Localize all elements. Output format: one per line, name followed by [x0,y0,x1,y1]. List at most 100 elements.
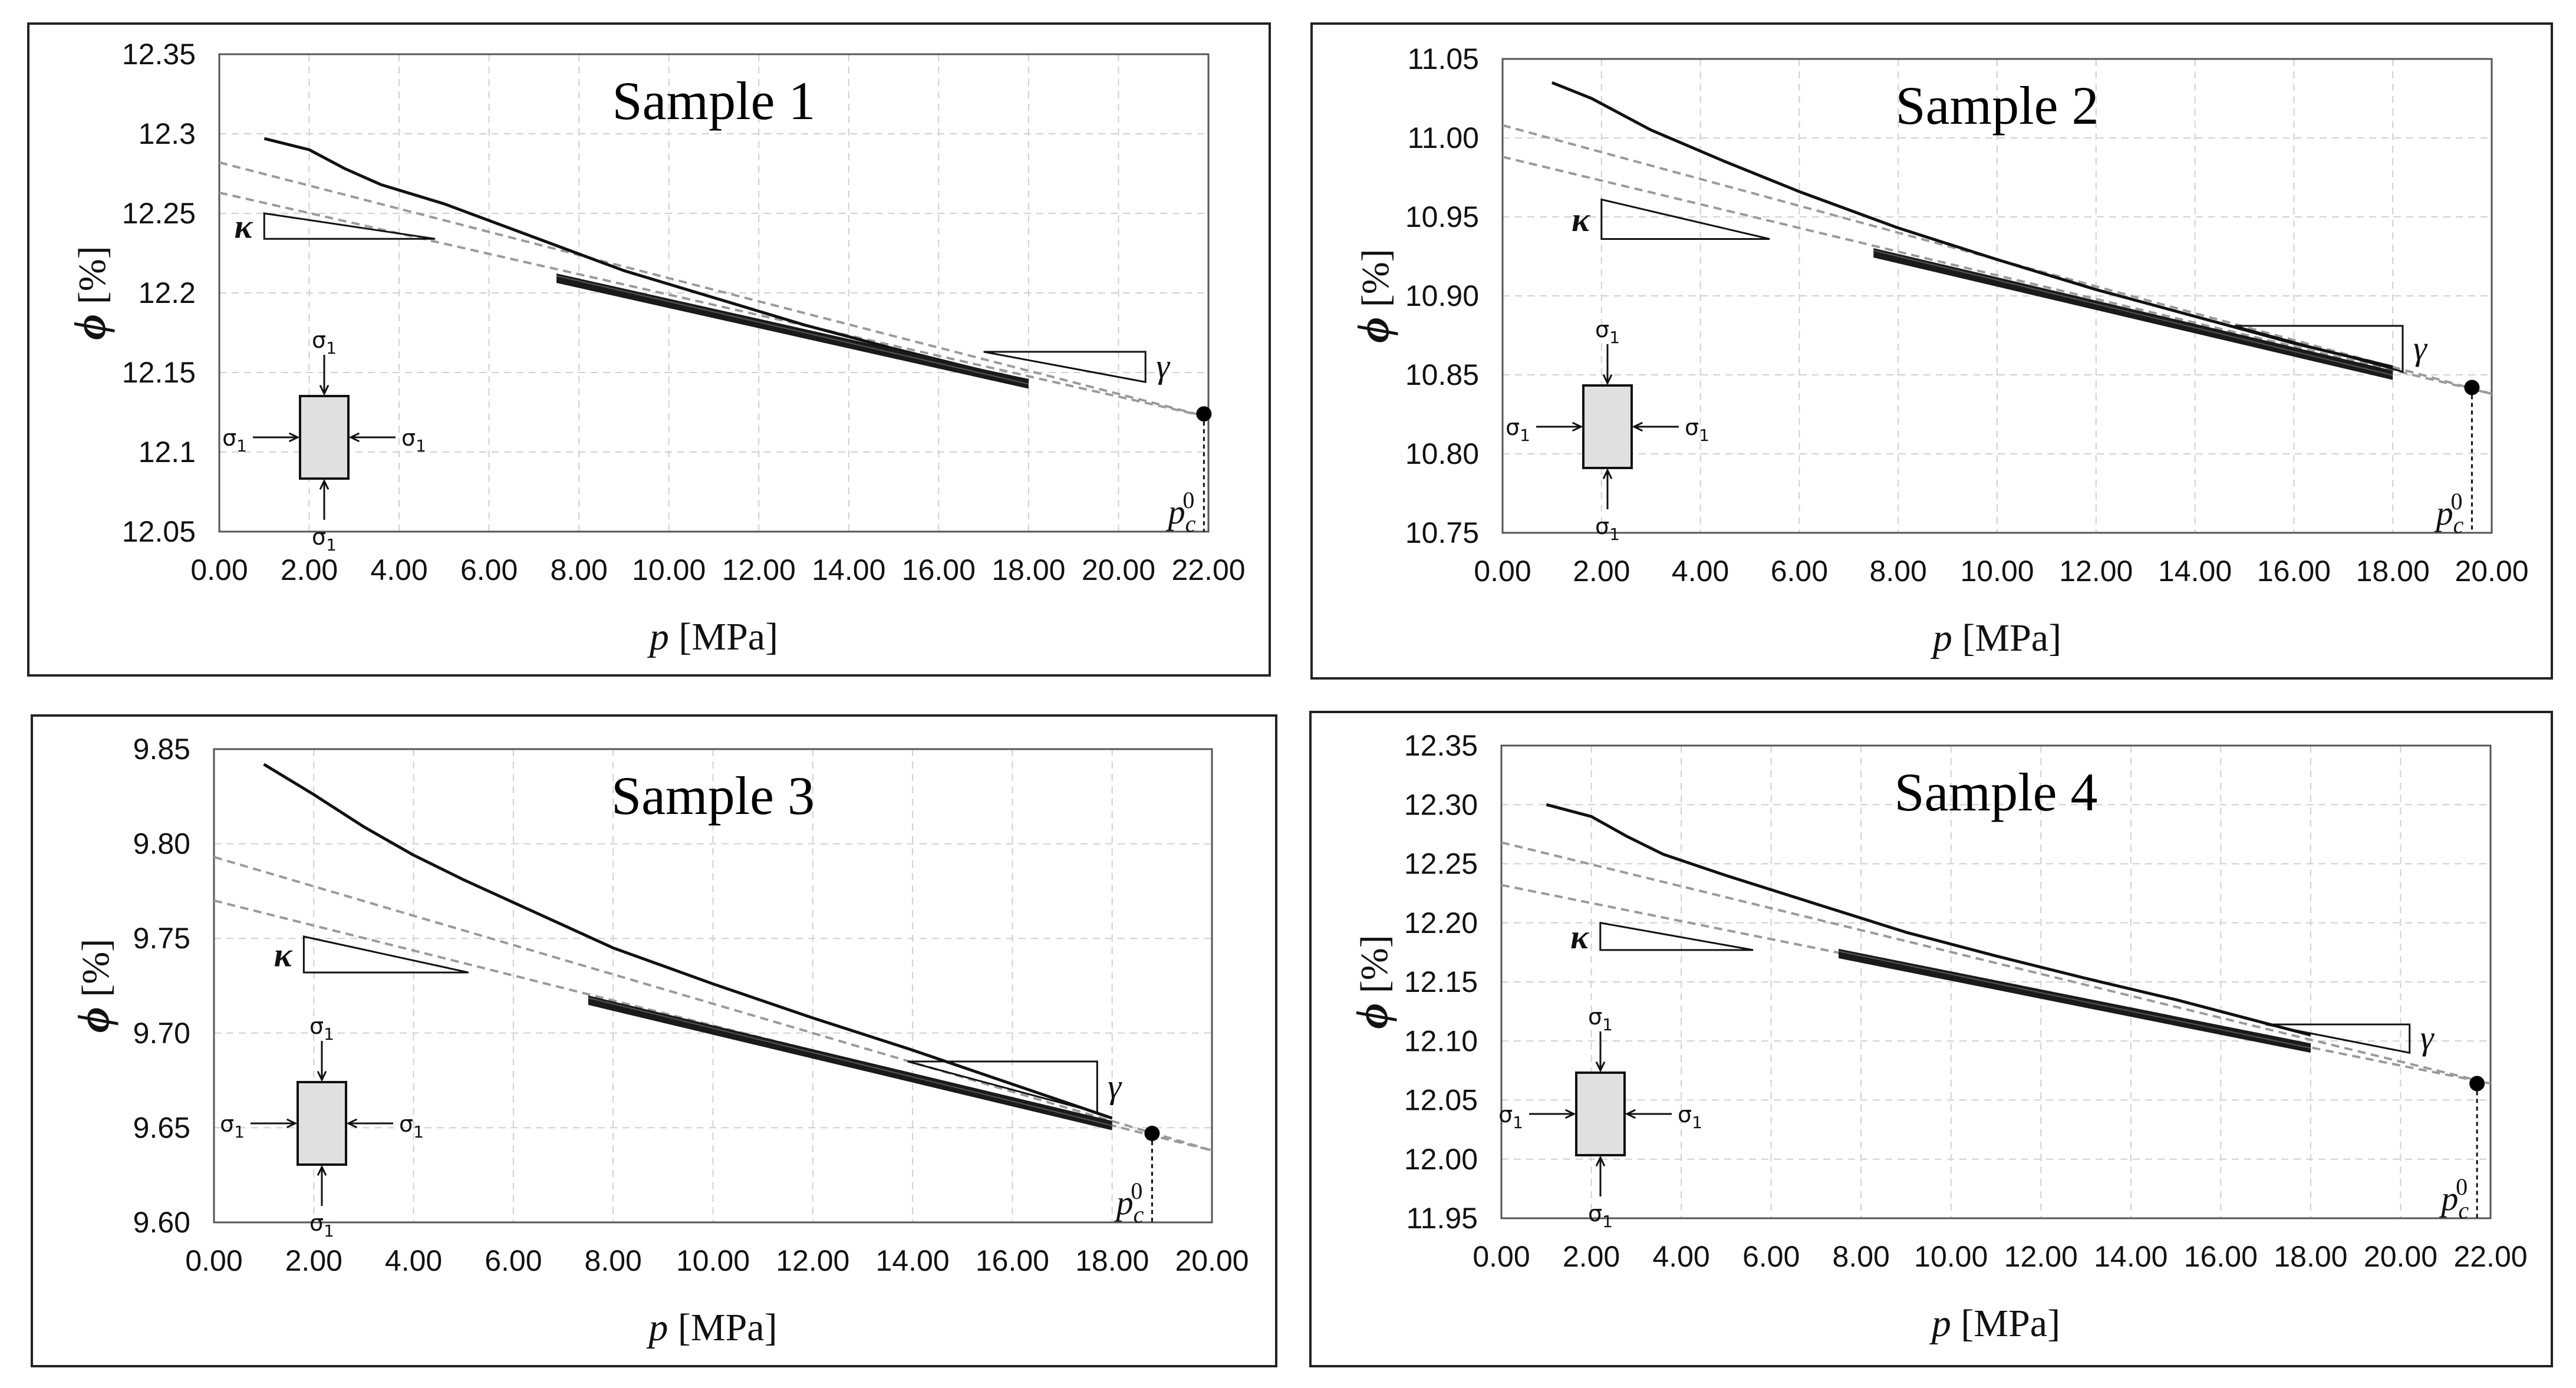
x-tick-label: 10.00 [676,1244,750,1277]
x-tick-label: 18.00 [991,553,1065,586]
y-tick-label: 9.80 [133,827,190,861]
stress-label-left-symbol: σ [222,425,236,451]
unloading-reloading-band [1838,948,2311,1053]
stress-label-left-symbol: σ [220,1111,234,1137]
stress-label-left-symbol: σ [1506,414,1520,440]
x-axis-variable: p [647,615,669,658]
y-tick-label: 9.70 [133,1017,190,1050]
unloading-band-fill [1873,248,2393,380]
plot-area-frame [218,53,1210,533]
y-tick-label: 10.95 [1405,200,1479,233]
pc0-label-base: p [1114,1183,1134,1222]
stress-label-bottom-symbol: σ [309,1210,324,1236]
gamma-fit-line [213,856,1213,1152]
x-tick-label: 8.00 [551,553,608,586]
stress-arrow-right-head [346,1118,358,1129]
stress-label-right-symbol: σ [401,425,416,451]
x-tick-label: 18.00 [1075,1244,1149,1277]
kappa-label: κ [235,207,253,246]
y-axis-variable: ϕ [1349,317,1398,343]
pc0-marker [2469,1076,2485,1092]
y-tick-label: 11.05 [1408,42,1479,75]
plot-area-frame [213,748,1213,1224]
y-tick-label: 9.60 [133,1206,190,1239]
pc0-label: pc0 [1166,487,1196,537]
x-axis-unit: [MPa] [1962,616,2061,660]
kappa-slope-triangle [1600,198,1770,240]
y-axis-label: ϕ [%] [69,939,118,1033]
y-tick-label: 12.10 [1404,1024,1478,1057]
stress-label-left-subscript: 1 [234,1122,245,1142]
kappa-label: κ [1570,918,1589,956]
stress-label-left-subscript: 1 [1520,426,1530,445]
y-tick-label: 12.15 [1404,965,1478,998]
x-tick-label: 4.00 [1672,555,1729,588]
kappa-label: κ [274,936,293,974]
y-tick-label: 12.1 [139,436,196,469]
pc0-marker [1144,1126,1160,1142]
x-tick-label: 6.00 [485,1244,542,1277]
y-axis-unit: [%] [1353,935,1396,993]
y-tick-label: 10.85 [1405,358,1479,391]
x-axis-label: p [MPa] [1929,1302,2060,1345]
pc0-label-base: p [2439,1179,2458,1218]
plot-area-frame [1500,744,2492,1219]
x-tick-label: 18.00 [2356,555,2430,588]
unloading-band-edge [588,997,1112,1126]
unloading-band-edge [1838,950,2311,1049]
kappa-slope-triangle [263,212,436,240]
pc0-label: pc0 [2434,488,2464,538]
x-tick-label: 10.00 [632,553,706,586]
x-tick-label: 4.00 [1652,1240,1709,1273]
pc0-label-base: p [2434,494,2453,532]
specimen-box [297,1081,347,1166]
x-tick-label: 6.00 [1742,1240,1800,1273]
x-tick-label: 2.00 [1573,555,1630,588]
y-axis-variable: ϕ [69,1007,118,1033]
stress-label-top: σ1 [1595,316,1620,347]
stress-label-left: σ1 [1498,1102,1523,1132]
chart-panel-sample-1: 0.00 2.00 4.00 6.00 8.00 10.00 12.00 14.00 16.00… [27,22,1271,677]
x-tick-label: 16.00 [2184,1240,2258,1273]
x-tick-label: 12.00 [722,553,796,586]
x-tick-label: 20.00 [1082,553,1155,586]
x-axis-label: p [MPa] [647,615,778,658]
stress-arrow-top-head [317,1070,327,1082]
specimen-box [299,395,350,480]
gamma-slope-triangle [2265,1023,2411,1054]
y-tick-label: 12.2 [139,276,196,309]
stress-arrow-top-head [1602,374,1613,385]
y-tick-label: 12.05 [1404,1084,1478,1117]
stress-label-right: σ1 [401,425,426,456]
y-tick-label: 10.75 [1405,516,1479,549]
kappa-slope-triangle [302,935,469,974]
stress-arrow-right-head [1625,1109,1636,1119]
stress-arrow-top-head [1595,1061,1606,1073]
x-tick-label: 16.00 [902,553,976,586]
stress-label-top-subscript: 1 [1602,1015,1613,1034]
stress-label-bottom-symbol: σ [1595,513,1609,539]
loading-curve [263,763,1113,1120]
x-tick-label: 0.00 [190,553,248,586]
stress-label-top-symbol: σ [309,1013,324,1039]
loading-curve [1546,803,2311,1037]
stress-arrow-top-head [319,384,330,396]
x-axis-variable: p [1929,1302,1951,1345]
stress-label-right-subscript: 1 [1692,1113,1702,1132]
y-tick-label: 12.25 [1404,848,1478,881]
x-tick-label: 0.00 [1473,1240,1530,1273]
stress-label-left: σ1 [1506,414,1530,445]
x-tick-label: 22.00 [1171,553,1245,586]
kappa-label: κ [1572,200,1590,239]
specimen-box [1582,384,1633,469]
stress-label-top-subscript: 1 [1609,328,1620,347]
x-tick-label: 20.00 [2364,1240,2437,1273]
x-tick-label: 10.00 [1960,555,2034,588]
y-tick-label: 12.00 [1404,1143,1478,1176]
gamma-label: γ [2420,1018,2435,1057]
gamma-fit-line [1502,124,2492,395]
unloading-band-fill [1839,948,2311,1053]
loading-curve [1551,81,2393,369]
stress-label-left: σ1 [220,1111,245,1142]
y-axis-label: ϕ [%] [1348,935,1397,1028]
